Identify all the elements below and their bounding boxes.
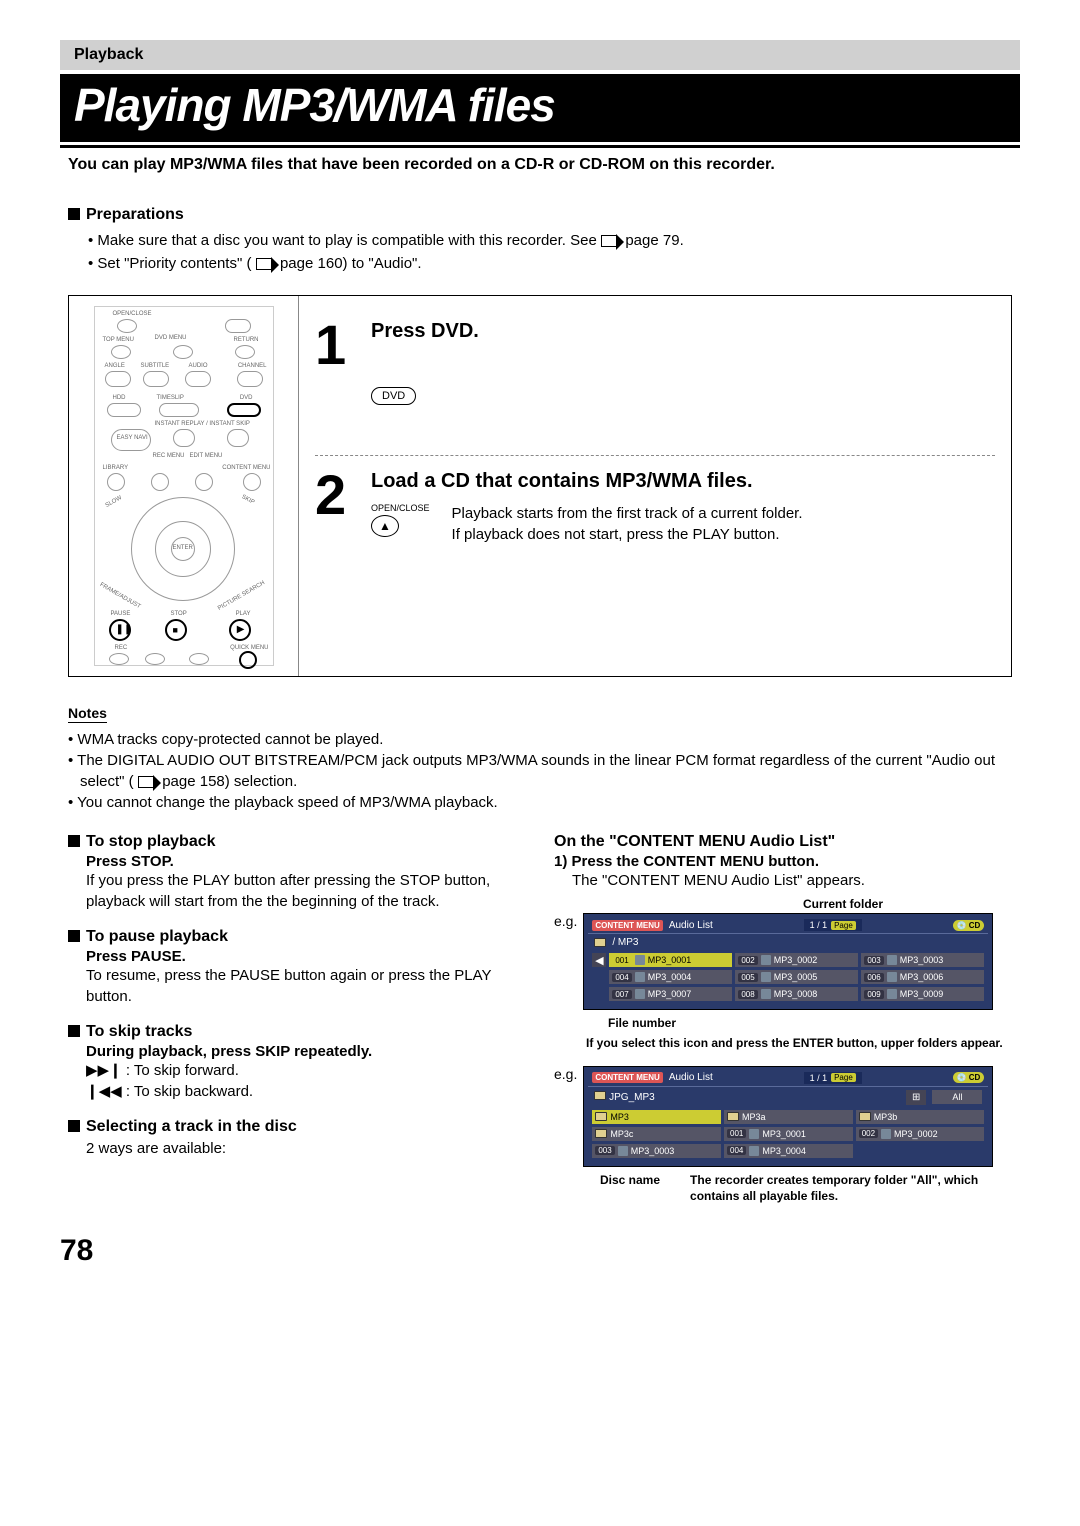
prep-item: Make sure that a disc you want to play i… [88,230,1020,253]
step-number: 1 [315,320,359,441]
file-number-caption: File number [608,1016,1012,1030]
nav-arrow-icon: ◀ [592,953,606,967]
remote-image: OPEN/CLOSE TOP MENU DVD MENU RETURN ANGL… [94,306,274,666]
folder-cell: MP3b [856,1110,985,1124]
menu-logo: CONTENT MENU [592,1072,662,1083]
arrow-icon [138,776,154,788]
current-folder-caption: Current folder [674,897,1012,911]
file-cell: 004MP3_0004 [724,1144,853,1158]
pause-heading: To pause playback [68,928,526,946]
nav-arrow-icon [592,970,606,984]
step-text: If playback does not start, press the PL… [452,524,803,545]
step1-bold: 1) Press the CONTENT MENU button. [554,853,1012,870]
pause-action: Press PAUSE. [86,948,526,965]
remote-illustration: OPEN/CLOSE TOP MENU DVD MENU RETURN ANGL… [69,296,299,676]
select-text: 2 ways are available: [86,1138,526,1159]
step-title: Press DVD. [371,320,995,343]
pause-text: To resume, press the PAUSE button again … [86,965,526,1007]
step-2: 2 Load a CD that contains MP3/WMA files.… [315,455,995,599]
folder-cell: MP3 [592,1110,721,1124]
cd-badge: 💿 CD [953,920,985,931]
callout-2: The recorder creates temporary folder "A… [690,1173,1012,1204]
skip-backward-icon: ❙◀◀ [86,1083,122,1100]
step-text: Playback starts from the first track of … [452,503,803,524]
folder-icon [594,938,606,947]
nav-arrow-icon [592,987,606,1001]
content-menu-heading: On the "CONTENT MENU Audio List" [554,833,1012,851]
step-number: 2 [315,470,359,585]
note-item: You cannot change the playback speed of … [68,792,1012,813]
page-title: Playing MP3/WMA files [74,78,1006,132]
notes-heading: Notes [68,705,107,723]
open-close-button: OPEN/CLOSE ▲ [371,503,430,537]
section-header: Playback [60,40,1020,70]
skip-action: During playback, press SKIP repeatedly. [86,1043,526,1060]
square-bullet-icon [68,1025,80,1037]
section-label: Playback [74,46,143,63]
select-heading: Selecting a track in the disc [68,1118,526,1136]
dvd-button: DVD [371,387,416,405]
menu-logo: CONTENT MENU [592,920,662,931]
cd-badge: 💿 CD [953,1072,985,1083]
preparations-list: Make sure that a disc you want to play i… [88,230,1020,275]
square-bullet-icon [68,1120,80,1132]
callout-1: If you select this icon and press the EN… [586,1036,1012,1052]
file-cell: 004MP3_0004 [609,970,732,984]
step-title: Load a CD that contains MP3/WMA files. [371,470,995,493]
file-cell: 005MP3_0005 [735,970,858,984]
skip-heading: To skip tracks [68,1023,526,1041]
square-bullet-icon [68,835,80,847]
note-item: WMA tracks copy-protected cannot be play… [68,729,1012,750]
page-number: 78 [60,1234,1020,1268]
skip-text: ▶▶❙ : To skip forward. ❙◀◀ : To skip bac… [86,1060,526,1102]
content-menu-2: CONTENT MENUAudio List 1 / 1Page 💿 CD JP… [583,1066,993,1167]
stop-heading: To stop playback [68,833,526,851]
file-cell: 008MP3_0008 [735,987,858,1001]
file-cell: 003MP3_0003 [592,1144,721,1158]
folder-cell: MP3c [592,1127,721,1141]
eg-label: e.g. [554,913,577,929]
file-cell: 009MP3_0009 [861,987,984,1001]
file-cell: 002MP3_0002 [856,1127,985,1141]
stop-text: If you press the PLAY button after press… [86,870,526,912]
left-column: To stop playback Press STOP. If you pres… [68,833,526,1204]
eg-label: e.g. [554,1066,577,1082]
note-item: The DIGITAL AUDIO OUT BITSTREAM/PCM jack… [68,750,1012,792]
stop-action: Press STOP. [86,853,526,870]
file-cell: 002MP3_0002 [735,953,858,967]
intro-text: You can play MP3/WMA files that have bee… [68,154,1012,176]
file-cell: 001MP3_0001 [609,953,732,967]
steps-box: OPEN/CLOSE TOP MENU DVD MENU RETURN ANGL… [68,295,1012,677]
preparations-heading: Preparations [68,206,1012,224]
step-1: 1 Press DVD. DVD [315,306,995,455]
prep-item: Set "Priority contents" ( page 160) to "… [88,253,1020,276]
content-menu-1: CONTENT MENUAudio List 1 / 1Page 💿 CD / … [583,913,993,1010]
disc-name-caption: Disc name [600,1173,660,1204]
step1-text: The "CONTENT MENU Audio List" appears. [572,870,1012,891]
square-bullet-icon [68,930,80,942]
file-cell: 001MP3_0001 [724,1127,853,1141]
notes-list: WMA tracks copy-protected cannot be play… [68,729,1012,813]
square-bullet-icon [68,208,80,220]
skip-forward-icon: ▶▶❙ [86,1062,122,1079]
page-title-bar: Playing MP3/WMA files [60,74,1020,142]
arrow-icon [601,235,617,247]
steps-list: 1 Press DVD. DVD 2 Load a CD that contai… [299,296,1011,676]
folder-icon [594,1091,606,1100]
file-cell: 006MP3_0006 [861,970,984,984]
file-cell: 003MP3_0003 [861,953,984,967]
eject-icon: ▲ [371,515,399,537]
right-column: On the "CONTENT MENU Audio List" 1) Pres… [554,833,1012,1204]
folder-cell: MP3a [724,1110,853,1124]
file-cell: 007MP3_0007 [609,987,732,1001]
arrow-icon [256,258,272,270]
